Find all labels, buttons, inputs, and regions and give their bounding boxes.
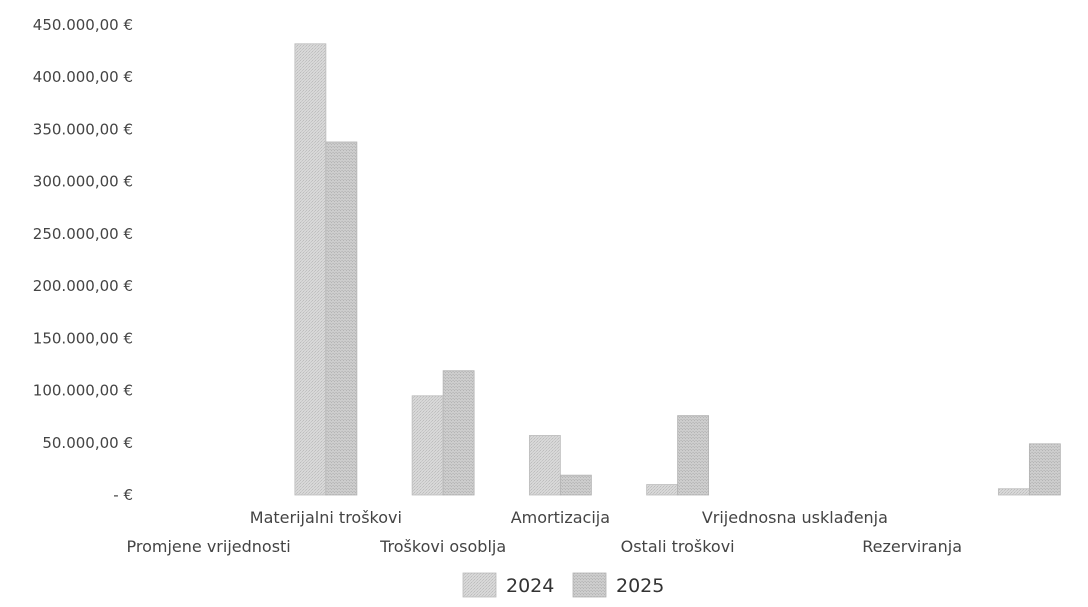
category-label: Amortizacija bbox=[511, 508, 610, 527]
y-tick-label: 400.000,00 € bbox=[33, 68, 133, 86]
bar-2025-3 bbox=[559, 474, 592, 496]
bar-2025-1 bbox=[325, 141, 358, 496]
category-label: Materijalni troškovi bbox=[250, 508, 402, 527]
y-tick-label: 150.000,00 € bbox=[33, 329, 133, 347]
y-tick-label: - € bbox=[113, 486, 133, 504]
bars bbox=[294, 43, 1061, 496]
bar-2025-4 bbox=[677, 415, 710, 496]
y-tick-label: 200.000,00 € bbox=[33, 277, 133, 295]
category-label: Vrijednosna usklađenja bbox=[702, 508, 888, 527]
category-label: Rezerviranja bbox=[862, 537, 962, 556]
y-tick-label: 100.000,00 € bbox=[33, 382, 133, 400]
legend: 2024 2025 bbox=[462, 572, 664, 598]
legend-swatch-2024 bbox=[462, 572, 497, 598]
bar-2025-7 bbox=[1028, 443, 1061, 496]
y-tick-label: 50.000,00 € bbox=[42, 434, 133, 452]
category-label: Ostali troškovi bbox=[621, 537, 735, 556]
bar-2024-4 bbox=[646, 484, 679, 496]
category-label: Promjene vrijednosti bbox=[127, 537, 291, 556]
y-tick-label: 300.000,00 € bbox=[33, 173, 133, 191]
category-label: Troškovi osoblja bbox=[379, 537, 506, 556]
bar-2024-7 bbox=[997, 488, 1030, 496]
y-tick-label: 450.000,00 € bbox=[33, 16, 133, 34]
legend-label: 2025 bbox=[616, 575, 664, 597]
legend-swatch-2025 bbox=[572, 572, 607, 598]
y-tick-label: 250.000,00 € bbox=[33, 225, 133, 243]
legend-label: 2024 bbox=[506, 575, 554, 597]
y-tick-label: 350.000,00 € bbox=[33, 120, 133, 138]
bar-2024-2 bbox=[411, 395, 444, 496]
bar-2024-3 bbox=[528, 435, 561, 496]
x-axis: Promjene vrijednosti Materijalni troškovi… bbox=[127, 508, 963, 556]
bar-2024-1 bbox=[294, 43, 327, 496]
bar-2025-2 bbox=[442, 370, 475, 496]
y-axis: - € 50.000,00 € 100.000,00 € 150.000,00 € 20… bbox=[33, 16, 133, 504]
